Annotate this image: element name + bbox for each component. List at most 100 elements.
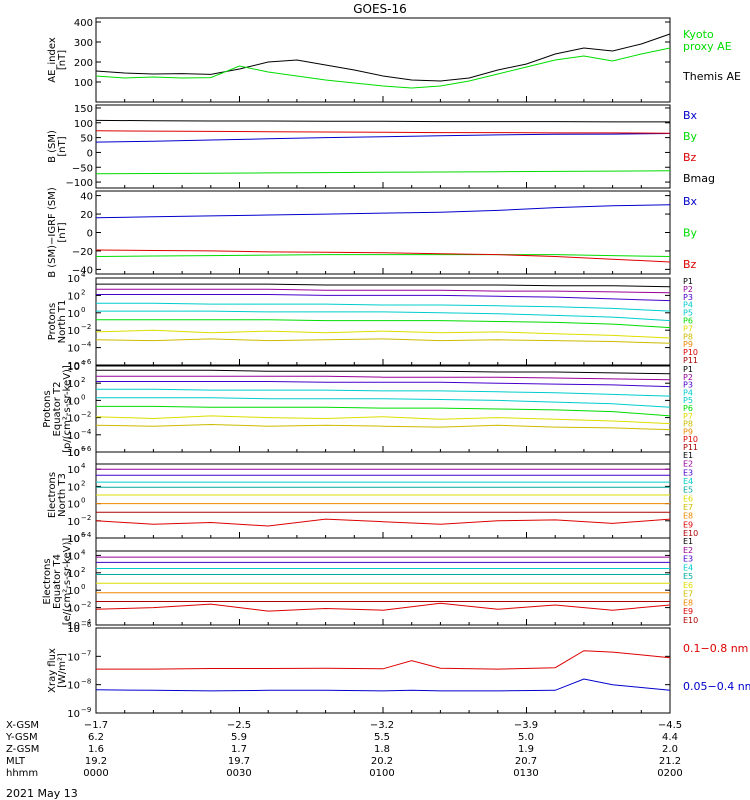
legend-item: P8 <box>683 420 693 429</box>
y-tick-exponent: −6 <box>81 621 92 629</box>
y-tick-exponent: −4 <box>81 428 92 436</box>
y-tick-label: 10 <box>67 274 80 285</box>
legend-item: E10 <box>683 529 698 538</box>
legend-item: P9 <box>683 427 693 436</box>
series-line <box>95 678 671 692</box>
y-tick-exponent: −6 <box>81 445 92 453</box>
ephemeris-value: 1.9 <box>518 744 534 755</box>
y-tick-exponent: 4 <box>81 271 86 279</box>
ephemeris-value: −3.9 <box>514 720 538 731</box>
y-tick-label: 10 <box>67 534 80 545</box>
y-tick-exponent: −4 <box>81 618 92 626</box>
y-axis-label: [nT] <box>57 222 68 242</box>
y-axis-label: [W/m²] <box>57 653 68 688</box>
series-line <box>95 47 671 89</box>
y-tick-label: 0 <box>87 148 93 159</box>
y-axis-label: Protons <box>47 303 58 340</box>
legend-item: E2 <box>683 546 693 555</box>
y-tick-label: 10 <box>67 681 80 692</box>
ephemeris-value: 0000 <box>83 768 108 779</box>
series-line <box>96 288 671 294</box>
y-tick-exponent: −8 <box>81 678 91 686</box>
legend-item: P3 <box>683 293 693 302</box>
legend-item: E6 <box>683 494 693 503</box>
series-line <box>96 375 671 381</box>
figure-title: GOES-16 <box>353 2 407 16</box>
y-axis-label: North T3 <box>57 473 68 517</box>
y-tick-exponent: −9 <box>81 706 91 714</box>
y-axis-label: B (SM) <box>47 130 58 163</box>
ephemeris-value: 20.2 <box>371 756 393 767</box>
legend-item: E4 <box>683 477 693 486</box>
legend-item: Bz <box>683 258 697 271</box>
series-line <box>96 650 671 670</box>
legend-item: 0.1−0.8 nm <box>683 642 748 655</box>
legend-item: E8 <box>683 512 693 521</box>
ephemeris-value: 1.7 <box>231 744 247 755</box>
y-tick-label: 40 <box>80 192 93 203</box>
y-axis-label: Equator T2 <box>52 382 63 437</box>
ephemeris-value: 0100 <box>369 768 394 779</box>
y-tick-label: −20 <box>72 247 93 258</box>
y-tick-label: 10 <box>67 379 80 390</box>
y-axis-label: Xray flux <box>47 648 58 693</box>
y-tick-exponent: −2 <box>81 323 91 331</box>
y-tick-exponent: 2 <box>81 288 85 296</box>
y-tick-label: 10 <box>67 586 80 597</box>
legend-item: P5 <box>683 396 693 405</box>
legend-item: Kyoto <box>683 28 714 41</box>
series-line <box>96 310 671 322</box>
series-line <box>95 602 671 612</box>
legend-item: E9 <box>683 607 693 616</box>
y-tick-exponent: −4 <box>81 341 92 349</box>
y-tick-label: −100 <box>66 178 93 189</box>
y-tick-label: 200 <box>74 58 93 69</box>
panel-frame <box>95 17 671 103</box>
series-line <box>95 119 670 123</box>
y-tick-label: 10 <box>67 482 80 493</box>
legend-item: P2 <box>683 373 693 382</box>
y-tick-exponent: 0 <box>81 583 85 591</box>
y-tick-exponent: 2 <box>81 566 85 574</box>
legend-item: P10 <box>683 348 698 357</box>
y-tick-exponent: 4 <box>81 548 86 556</box>
y-tick-exponent: −2 <box>81 411 91 419</box>
y-tick-exponent: 4 <box>81 359 86 367</box>
y-tick-exponent: 0 <box>81 393 85 401</box>
date-label: 2021 May 13 <box>6 787 78 800</box>
y-tick-exponent: 2 <box>81 376 85 384</box>
legend: Bx By Bz <box>683 195 698 271</box>
y-axis-label: Equator T4 <box>52 554 63 609</box>
legend-item: E3 <box>683 555 693 564</box>
legend-item: P7 <box>683 324 693 333</box>
series-line <box>96 405 671 417</box>
y-tick-label: 10 <box>67 624 80 635</box>
legend-item: E4 <box>683 563 693 572</box>
ephemeris-value: −3.2 <box>370 720 394 731</box>
y-tick-exponent: 0 <box>81 306 85 314</box>
legend-item: P11 <box>683 356 698 365</box>
series-line <box>95 130 671 134</box>
y-tick-label: 0 <box>87 229 93 240</box>
ephemeris-value: 1.8 <box>374 744 390 755</box>
ephemeris-value: 19.7 <box>228 756 250 767</box>
panel-frame <box>95 104 671 189</box>
legend-item: P11 <box>683 443 698 452</box>
y-tick-label: −50 <box>72 163 93 174</box>
legend-item: By <box>683 130 698 143</box>
legend-item: E2 <box>683 460 693 469</box>
y-tick-exponent: 0 <box>81 497 85 505</box>
legend-item: By <box>683 227 698 240</box>
y-tick-label: 50 <box>80 134 93 145</box>
y-tick-label: 10 <box>67 362 80 373</box>
y-tick-exponent: 6 <box>81 445 86 453</box>
legend-item: E1 <box>683 451 693 460</box>
panel-bsm: −100 −50 0 50 100 150 B (SM) [nT] Bx By Bz Bmag <box>47 104 715 189</box>
